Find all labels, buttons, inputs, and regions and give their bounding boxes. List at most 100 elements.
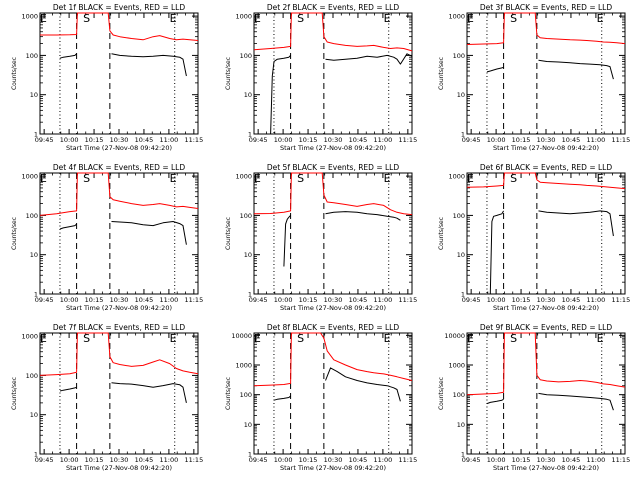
events-series-line: [489, 210, 505, 295]
x-tick-label: 11:00: [160, 456, 179, 464]
event-marker: E: [40, 12, 47, 25]
x-tick-label: 10:45: [349, 456, 368, 464]
events-series-line: [538, 59, 614, 80]
x-axis-label: Start Time (27-Nov-08 09:42:20): [66, 464, 172, 472]
events-series-line: [59, 386, 77, 392]
x-tick-label: 10:30: [324, 456, 343, 464]
y-tick-label: 1000: [235, 13, 252, 21]
x-axis-label: Start Time (27-Nov-08 09:42:20): [66, 144, 172, 152]
event-marker: E: [384, 12, 391, 25]
event-marker: S: [510, 12, 517, 25]
event-marker: E: [170, 172, 177, 185]
x-tick-label: 10:30: [110, 136, 129, 144]
chart-title: Det 1f BLACK = Events, RED = LLD: [53, 3, 186, 12]
x-tick-label: 11:15: [611, 296, 630, 304]
event-marker: E: [254, 172, 261, 185]
lld-series-line: [253, 172, 413, 216]
y-tick-label: 10000: [444, 332, 465, 340]
x-tick-label: 09:45: [462, 136, 481, 144]
events-series-line: [273, 395, 291, 401]
x-tick-label: 11:15: [184, 136, 203, 144]
x-tick-label: 11:00: [374, 456, 393, 464]
y-axis-label: Counts/sec: [225, 57, 232, 90]
x-tick-label: 10:15: [512, 456, 531, 464]
chart-title: Det 5f BLACK = Events, RED = LLD: [267, 163, 400, 172]
event-marker: E: [384, 172, 391, 185]
chart-panel: Det 8f BLACK = Events, RED = LLD 1 10 100 10…: [225, 323, 417, 472]
event-marker: E: [597, 332, 604, 345]
y-tick-label: 10: [244, 421, 252, 429]
y-tick-label: 1: [461, 451, 465, 459]
y-axis-label: Counts/sec: [438, 57, 445, 90]
x-tick-label: 10:30: [537, 456, 556, 464]
y-tick-label: 100: [240, 52, 252, 60]
y-tick-label: 10: [30, 91, 38, 99]
x-tick-label: 10:15: [85, 296, 104, 304]
x-tick-label: 10:00: [487, 136, 506, 144]
x-tick-label: 11:15: [611, 136, 630, 144]
events-series-line: [59, 53, 77, 59]
event-marker: S: [83, 332, 90, 345]
chart-title: Det 3f BLACK = Events, RED = LLD: [480, 3, 613, 12]
events-series-line: [325, 211, 401, 221]
x-tick-label: 11:00: [587, 456, 606, 464]
chart-title: Det 8f BLACK = Events, RED = LLD: [267, 323, 400, 332]
chart-panel: Det 3f BLACK = Events, RED = LLD 1 10 100 10…: [438, 3, 630, 152]
x-tick-label: 09:45: [462, 456, 481, 464]
x-tick-label: 10:00: [274, 296, 293, 304]
x-axis-label: Start Time (27-Nov-08 09:42:20): [493, 144, 599, 152]
event-marker: E: [170, 12, 177, 25]
x-tick-label: 10:30: [537, 136, 556, 144]
y-tick-label: 10: [457, 91, 465, 99]
lld-series-line: [466, 172, 626, 190]
y-tick-label: 10: [457, 251, 465, 259]
event-marker: E: [467, 172, 474, 185]
events-series-line: [283, 215, 291, 267]
chart-panel: Det 2f BLACK = Events, RED = LLD 1 10 100 10…: [225, 3, 417, 152]
events-series-line: [486, 66, 504, 73]
y-tick-label: 10: [30, 251, 38, 259]
lld-series-line: [466, 332, 626, 396]
x-tick-label: 10:00: [487, 296, 506, 304]
lld-series-line: [39, 172, 199, 216]
y-tick-label: 100: [240, 212, 252, 220]
y-tick-label: 100: [26, 52, 38, 60]
event-marker: E: [467, 332, 474, 345]
x-axis-label: Start Time (27-Nov-08 09:42:20): [66, 304, 172, 312]
lld-series-line: [253, 12, 413, 52]
x-tick-label: 11:15: [398, 296, 417, 304]
y-tick-label: 1000: [448, 173, 465, 181]
chart-title: Det 9f BLACK = Events, RED = LLD: [480, 323, 613, 332]
x-axis-label: Start Time (27-Nov-08 09:42:20): [280, 144, 386, 152]
x-tick-label: 11:00: [160, 296, 179, 304]
y-tick-label: 1: [248, 291, 252, 299]
event-marker: S: [83, 172, 90, 185]
x-tick-label: 11:00: [160, 136, 179, 144]
y-tick-label: 1: [248, 451, 252, 459]
y-axis-label: Counts/sec: [11, 57, 18, 90]
x-tick-label: 10:15: [299, 296, 318, 304]
x-tick-label: 10:00: [60, 456, 79, 464]
events-series-line: [59, 223, 77, 230]
event-marker: E: [597, 12, 604, 25]
x-tick-label: 11:00: [374, 136, 393, 144]
x-tick-label: 10:30: [110, 296, 129, 304]
y-tick-label: 1000: [21, 13, 38, 21]
event-marker: S: [510, 172, 517, 185]
events-series-line: [111, 382, 187, 404]
x-tick-label: 09:45: [35, 136, 54, 144]
events-series-line: [325, 367, 401, 402]
x-tick-label: 10:45: [135, 296, 154, 304]
event-marker: E: [40, 172, 47, 185]
y-tick-label: 1000: [235, 173, 252, 181]
x-tick-label: 10:30: [324, 296, 343, 304]
y-tick-label: 100: [26, 212, 38, 220]
event-marker: S: [297, 172, 304, 185]
events-series-line: [538, 392, 614, 411]
x-tick-label: 10:00: [274, 136, 293, 144]
y-tick-label: 1: [34, 451, 38, 459]
events-series-line: [111, 53, 187, 77]
x-tick-label: 10:15: [512, 296, 531, 304]
y-tick-label: 1: [34, 291, 38, 299]
